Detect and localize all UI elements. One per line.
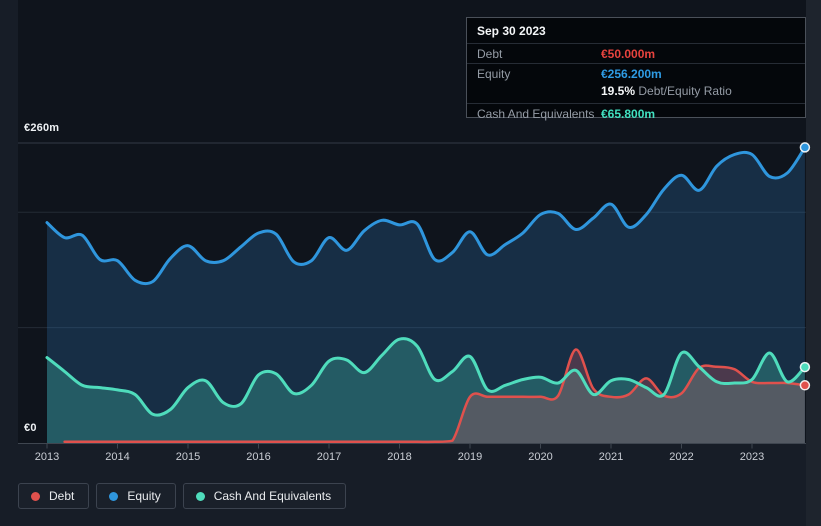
- tooltip-cash-value: €65.800m: [601, 107, 656, 121]
- tooltip-row-debt: Debt €50.000m: [467, 44, 805, 64]
- equity-dot-icon: [109, 491, 119, 501]
- x-tick-label-2021: 2021: [599, 451, 623, 463]
- equity-end-marker[interactable]: [799, 142, 811, 153]
- equity-area: [47, 147, 805, 443]
- x-tick-label-2020: 2020: [528, 451, 552, 463]
- x-tick-label-2023: 2023: [740, 451, 764, 463]
- y-axis-max-label: €260m: [24, 122, 60, 134]
- tooltip-row-cash: Cash And Equivalents €65.800m: [467, 104, 805, 123]
- x-tick-label-2015: 2015: [176, 451, 200, 463]
- tooltip-ratio: 19.5% Debt/Equity Ratio: [601, 84, 795, 98]
- tooltip-debt-label: Debt: [477, 47, 503, 61]
- tooltip-ratio-label: Debt/Equity Ratio: [638, 84, 732, 98]
- debt-end-marker[interactable]: [799, 380, 811, 391]
- tooltip-row-equity: Equity €256.200m: [467, 64, 805, 83]
- legend-debt-label: Debt: [49, 489, 75, 503]
- legend-item-debt[interactable]: Debt: [18, 483, 90, 509]
- debt-dot-icon: [31, 491, 40, 501]
- x-tick-label-2017: 2017: [317, 451, 341, 463]
- debt-area: [64, 349, 805, 443]
- tooltip-date: Sep 30 2023: [467, 18, 805, 44]
- x-tick-label-2016: 2016: [246, 451, 270, 463]
- legend-cash-label: Cash And Equivalents: [213, 489, 332, 503]
- x-tick-label-2013: 2013: [35, 451, 59, 463]
- x-tick-label-2014: 2014: [105, 451, 129, 463]
- legend: Debt Equity Cash And Equivalents: [18, 483, 347, 509]
- cash-end-marker[interactable]: [799, 361, 811, 373]
- hover-tooltip: Sep 30 2023 Debt €50.000m Equity €256.20…: [466, 17, 806, 121]
- x-tick-label-2019: 2019: [458, 451, 482, 463]
- equity-line: [45, 145, 807, 286]
- cash-dot-icon: [195, 491, 205, 501]
- tooltip-debt-value: €50.000m: [601, 47, 656, 61]
- debt-line: [63, 348, 807, 444]
- cash-line: [45, 337, 807, 417]
- tooltip-equity-label: Equity: [477, 67, 511, 81]
- tooltip-cash-label: Cash And Equivalents: [477, 107, 595, 121]
- legend-item-equity[interactable]: Equity: [96, 483, 176, 509]
- tooltip-equity-value: €256.200m: [601, 67, 662, 81]
- x-tick-label-2022: 2022: [669, 451, 693, 463]
- legend-equity-label: Equity: [127, 489, 161, 503]
- x-tick-label-2018: 2018: [387, 451, 411, 463]
- cash-area: [47, 338, 805, 443]
- tooltip-ratio-value: 19.5%: [601, 84, 636, 98]
- legend-item-cash[interactable]: Cash And Equivalents: [182, 483, 347, 509]
- y-axis-zero-label: €0: [24, 422, 37, 434]
- right-margin-strip: [806, 0, 821, 526]
- tooltip-row-ratio: 19.5% Debt/Equity Ratio: [467, 83, 805, 104]
